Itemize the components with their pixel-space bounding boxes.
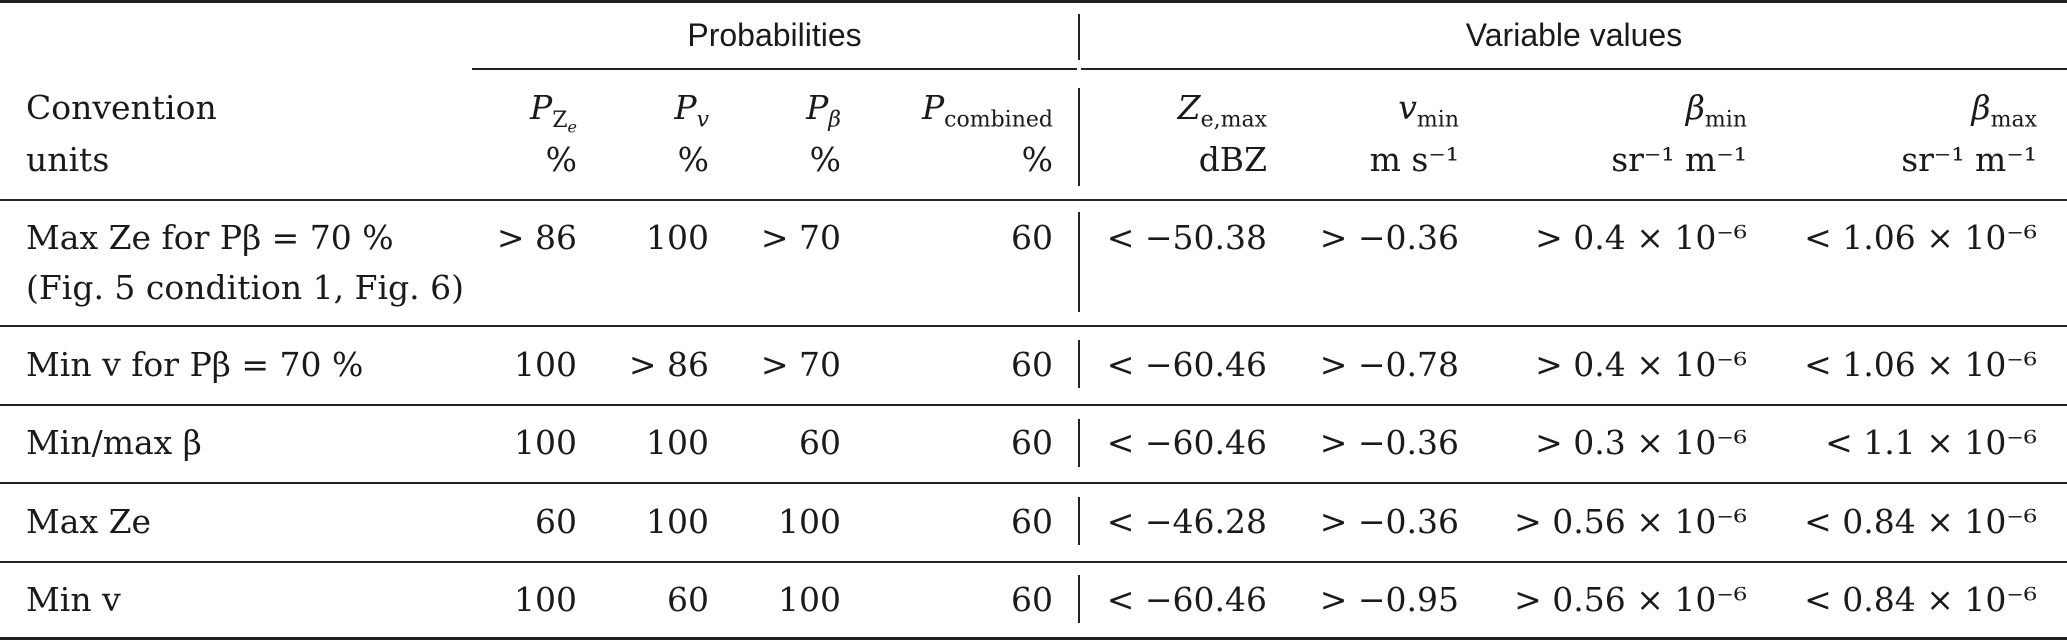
header-unit-vmin: m s⁻¹ (1369, 140, 1459, 179)
row-1-label-line2: (Fig. 5 condition 1, Fig. 6) (26, 268, 465, 307)
row-3-cell-pze: 100 (514, 423, 577, 462)
row-3-cell-pv: 100 (646, 423, 709, 462)
row-4-cell-betamin: > 0.56 × 10⁻⁶ (1514, 502, 1747, 541)
row-3-cell-vmin: > −0.36 (1319, 423, 1459, 462)
header-unit-pv: % (677, 140, 709, 179)
row-4-cell-pbeta: 100 (778, 502, 841, 541)
group-underline-probabilities (472, 68, 1077, 70)
row-separator-3 (1078, 419, 1080, 467)
row-rule-2 (0, 404, 2067, 406)
row-1-cell-pbeta: > 70 (760, 218, 841, 257)
group-header-probabilities: Probabilities (687, 17, 862, 53)
row-2-cell-pbeta: > 70 (760, 345, 841, 384)
row-rule-3 (0, 482, 2067, 484)
group-underline-variables (1081, 68, 2067, 70)
row-rule-1 (0, 325, 2067, 327)
row-1-cell-zemax: < −50.38 (1106, 218, 1267, 257)
row-5-cell-pbeta: 100 (778, 580, 841, 619)
header-col-zemax: Ze,max (1177, 88, 1267, 133)
row-2-cell-pv: > 86 (628, 345, 709, 384)
row-4-cell-vmin: > −0.36 (1319, 502, 1459, 541)
header-unit-pcombined: % (1021, 140, 1053, 179)
header-col-betamin: βmin (1685, 88, 1747, 133)
row-1-cell-vmin: > −0.36 (1319, 218, 1459, 257)
row-4-cell-zemax: < −46.28 (1106, 502, 1267, 541)
row-5-cell-betamin: > 0.56 × 10⁻⁶ (1514, 580, 1747, 619)
row-1-cell-pcombined: 60 (1011, 218, 1053, 257)
header-col-pv: Pv (674, 88, 709, 133)
header-separator (1078, 88, 1080, 186)
row-3-cell-betamax: < 1.1 × 10⁻⁶ (1825, 423, 2037, 462)
row-5-cell-zemax: < −60.46 (1106, 580, 1267, 619)
group-separator (1078, 14, 1080, 60)
row-3-cell-pbeta: 60 (799, 423, 841, 462)
row-5-label: Min v (26, 580, 121, 619)
header-col-pbeta: Pβ (806, 88, 841, 133)
row-rule-4 (0, 561, 2067, 563)
header-row-label-line1: Convention (26, 88, 217, 127)
header-unit-pze: % (545, 140, 577, 179)
row-2-cell-zemax: < −60.46 (1106, 345, 1267, 384)
top-rule (0, 0, 2067, 3)
row-1-cell-pv: 100 (646, 218, 709, 257)
header-unit-pbeta: % (809, 140, 841, 179)
row-4-label: Max Ze (26, 502, 152, 541)
header-unit-betamax: sr⁻¹ m⁻¹ (1901, 140, 2037, 179)
header-bottom-rule (0, 199, 2067, 201)
row-3-label: Min/max β (26, 423, 202, 462)
row-4-cell-betamax: < 0.84 × 10⁻⁶ (1804, 502, 2037, 541)
row-3-cell-betamin: > 0.3 × 10⁻⁶ (1535, 423, 1747, 462)
bottom-rule (0, 637, 2067, 640)
row-5-cell-pv: 60 (667, 580, 709, 619)
row-3-cell-zemax: < −60.46 (1106, 423, 1267, 462)
row-5-cell-pcombined: 60 (1011, 580, 1053, 619)
row-5-cell-pze: 100 (514, 580, 577, 619)
row-4-cell-pze: 60 (535, 502, 577, 541)
row-4-cell-pcombined: 60 (1011, 502, 1053, 541)
header-col-vmin: vmin (1398, 88, 1459, 133)
row-2-label: Min v for Pβ = 70 % (26, 345, 364, 384)
header-row-label-line2: units (26, 140, 110, 179)
row-4-cell-pv: 100 (646, 502, 709, 541)
header-col-betamax: βmax (1971, 88, 2037, 133)
row-separator-4 (1078, 497, 1080, 545)
row-separator-1 (1078, 212, 1080, 312)
header-col-pze: PZe (530, 88, 577, 136)
row-1-cell-betamin: > 0.4 × 10⁻⁶ (1535, 218, 1747, 257)
row-2-cell-pze: 100 (514, 345, 577, 384)
row-1-label: Max Ze for Pβ = 70 % (26, 218, 394, 257)
row-5-cell-vmin: > −0.95 (1319, 580, 1459, 619)
row-5-cell-betamax: < 0.84 × 10⁻⁶ (1804, 580, 2037, 619)
header-unit-betamin: sr⁻¹ m⁻¹ (1611, 140, 1747, 179)
row-separator-2 (1078, 340, 1080, 388)
group-header-variables: Variable values (1465, 17, 1683, 53)
row-separator-5 (1078, 575, 1080, 623)
row-2-cell-pcombined: 60 (1011, 345, 1053, 384)
row-2-cell-vmin: > −0.78 (1319, 345, 1459, 384)
row-1-cell-betamax: < 1.06 × 10⁻⁶ (1804, 218, 2037, 257)
row-3-cell-pcombined: 60 (1011, 423, 1053, 462)
header-unit-zemax: dBZ (1198, 140, 1267, 179)
row-1-cell-pze: > 86 (496, 218, 577, 257)
row-2-cell-betamax: < 1.06 × 10⁻⁶ (1804, 345, 2037, 384)
row-2-cell-betamin: > 0.4 × 10⁻⁶ (1535, 345, 1747, 384)
header-col-pcombined: Pcombined (921, 88, 1053, 133)
